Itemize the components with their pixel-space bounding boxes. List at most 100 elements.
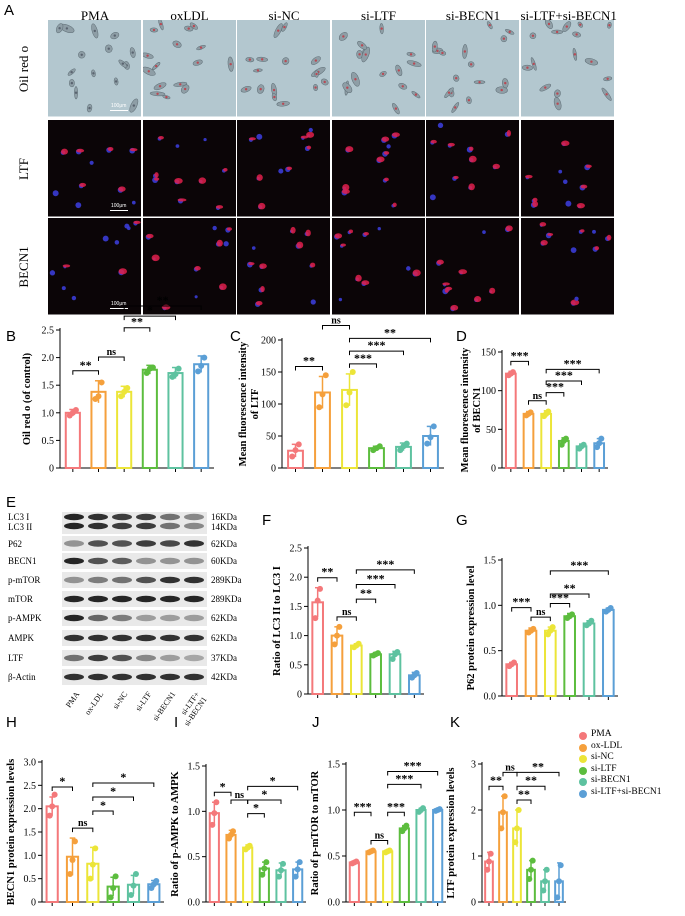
- significance-bracket: [247, 813, 265, 818]
- y-tick-label: 0: [491, 464, 496, 475]
- column-header-1: oxLDL: [170, 8, 209, 23]
- data-point: [420, 805, 427, 812]
- data-point: [124, 384, 131, 391]
- data-point: [143, 370, 150, 377]
- panel-letter-c: C: [230, 328, 241, 345]
- significance-bracket: [355, 598, 377, 604]
- significance-label: ***: [570, 558, 588, 572]
- y-tick-label: 1.5: [24, 828, 37, 839]
- y-tick-label: 0.5: [24, 874, 37, 885]
- y-axis-label: Ratio of p-AMPK to AMPK: [170, 770, 181, 896]
- data-point: [211, 810, 218, 817]
- y-tick-label: 1.0: [484, 601, 497, 612]
- micrograph-0-0: [48, 20, 141, 117]
- column-header-0: PMA: [80, 8, 110, 23]
- data-point: [92, 845, 99, 852]
- data-point: [413, 669, 420, 676]
- y-axis-label: Ratio of LC3 II to LC3 I: [272, 566, 283, 676]
- significance-label: ***: [354, 351, 372, 365]
- bar: [563, 615, 576, 697]
- significance-bracket: [516, 799, 532, 804]
- data-point: [261, 865, 268, 872]
- significance-label: *: [110, 784, 116, 798]
- y-tick-label: 50: [266, 432, 276, 443]
- scale-bar: [110, 210, 128, 211]
- significance-label: *: [270, 773, 276, 787]
- micrograph-2-4: [426, 218, 519, 315]
- data-point: [512, 839, 519, 846]
- significance-label: **: [564, 581, 576, 595]
- data-point: [596, 440, 603, 447]
- data-point: [427, 434, 434, 441]
- legend-label: si-NC: [591, 752, 614, 762]
- blot-kda: 14KDa: [211, 522, 237, 532]
- blot-label: AMPK: [8, 633, 35, 643]
- significance-label: **: [384, 325, 396, 339]
- legend-swatch: [579, 755, 587, 763]
- y-axis-label: Oil red o (of control): [22, 352, 33, 445]
- data-point: [514, 825, 520, 832]
- row-header-0: Oil red o: [16, 45, 31, 93]
- data-point: [530, 625, 537, 632]
- significance-bracket: [92, 810, 114, 815]
- data-point: [543, 866, 550, 873]
- data-point: [542, 878, 548, 885]
- significance-bracket: [387, 811, 405, 817]
- significance-label: ***: [564, 356, 582, 370]
- legend-swatch: [579, 743, 587, 752]
- data-point: [376, 443, 383, 450]
- data-point: [149, 364, 156, 371]
- blot-kda: 16KDa: [211, 512, 237, 522]
- data-point: [296, 859, 303, 866]
- data-point: [95, 393, 102, 400]
- significance-label: ***: [395, 771, 413, 785]
- blot-strip: [62, 553, 207, 569]
- y-tick-label: 1.0: [42, 408, 55, 419]
- data-point: [540, 887, 547, 894]
- significance-label: *: [253, 801, 259, 815]
- significance-bracket: [530, 616, 551, 622]
- data-point: [317, 585, 324, 592]
- data-point: [278, 867, 284, 874]
- significance-bracket: [349, 337, 431, 343]
- significance-bracket: [123, 327, 151, 332]
- significance-bracket: [72, 370, 99, 375]
- data-point: [51, 791, 58, 798]
- data-point: [569, 611, 576, 618]
- y-tick-label: 1.5: [42, 381, 55, 392]
- y-tick-label: 2.0: [42, 353, 55, 364]
- data-point: [331, 641, 338, 648]
- blot-strip: [62, 536, 207, 551]
- significance-label: **: [303, 353, 315, 367]
- data-point: [588, 617, 595, 624]
- micrograph-0-3: [331, 20, 425, 117]
- blot-kda: 289KDa: [211, 575, 242, 585]
- micrograph-1-3: [331, 120, 425, 217]
- data-point: [201, 354, 208, 361]
- significance-bracket: [98, 356, 125, 361]
- micrograph-1-2: [237, 120, 330, 217]
- micrograph-0-1: [142, 20, 236, 117]
- data-point: [557, 862, 564, 869]
- significance-label: *: [147, 303, 153, 317]
- data-point: [509, 369, 516, 376]
- scale-label: 100μm: [111, 203, 127, 209]
- significance-bracket: [511, 607, 532, 612]
- blot-label: β-Actin: [8, 672, 36, 682]
- y-tick-label: 100: [261, 400, 276, 411]
- y-tick-label: 150: [481, 348, 496, 359]
- bar: [540, 412, 553, 470]
- data-point: [334, 632, 340, 639]
- significance-bracket: [247, 799, 282, 804]
- significance-label: ***: [376, 557, 394, 571]
- legend-swatch: [579, 789, 587, 798]
- y-tick-label: 0.5: [290, 660, 303, 671]
- significance-bracket: [322, 325, 350, 330]
- data-point: [209, 821, 216, 828]
- data-point: [280, 860, 287, 867]
- panel-letter-d: D: [456, 328, 467, 345]
- data-point: [515, 807, 522, 813]
- data-point: [128, 892, 135, 898]
- significance-bracket: [295, 365, 323, 371]
- significance-bracket: [549, 602, 571, 608]
